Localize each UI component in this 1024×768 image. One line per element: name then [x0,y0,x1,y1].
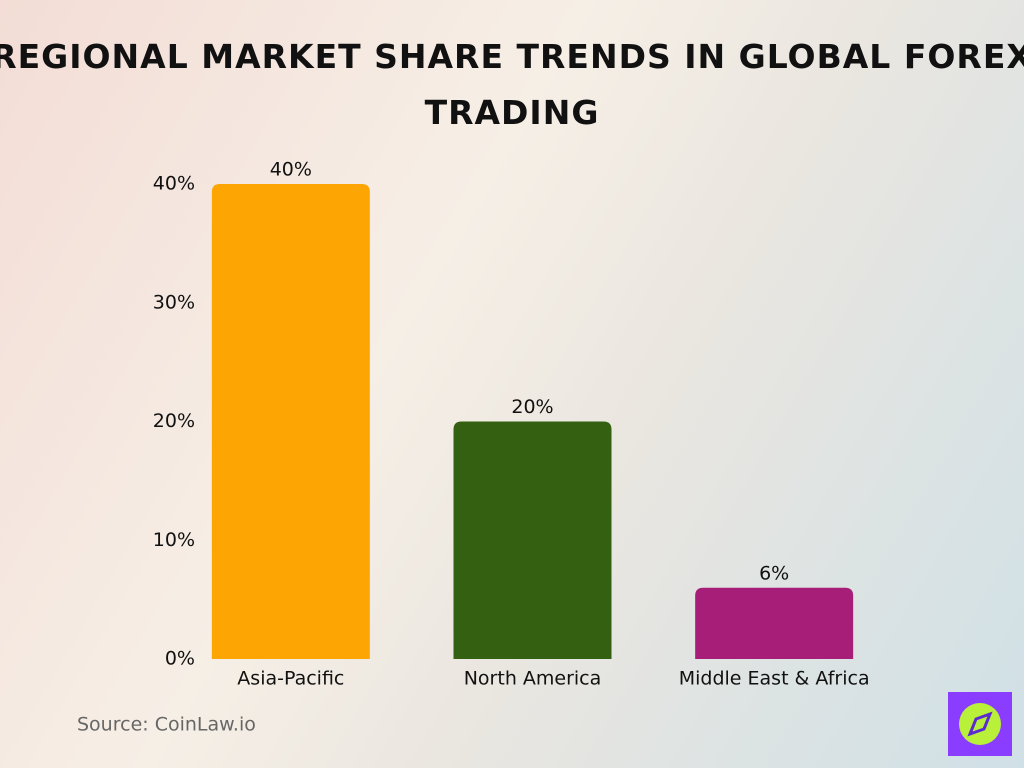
value-label: 40% [270,159,312,181]
logo-circle [959,703,1001,745]
value-label: 6% [759,562,789,584]
bar [695,587,854,659]
x-tick-label: Middle East & Africa [679,668,870,690]
chart-title: Regional Market Share Trends in Global F… [0,37,1024,132]
logo [948,692,1012,756]
y-tick-label: 10% [153,529,195,551]
bar [211,184,370,659]
x-tick-label: Asia-Pacific [237,668,344,690]
value-label: 20% [511,396,553,418]
bar [453,421,612,659]
y-tick-label: 30% [153,291,195,313]
x-tick-label: North America [464,668,602,690]
y-tick-label: 40% [153,173,195,195]
source: Source: CoinLaw.io [77,714,256,736]
y-tick-label: 0% [165,648,195,670]
y-tick-label: 20% [153,410,195,432]
logo-icon [967,711,993,737]
